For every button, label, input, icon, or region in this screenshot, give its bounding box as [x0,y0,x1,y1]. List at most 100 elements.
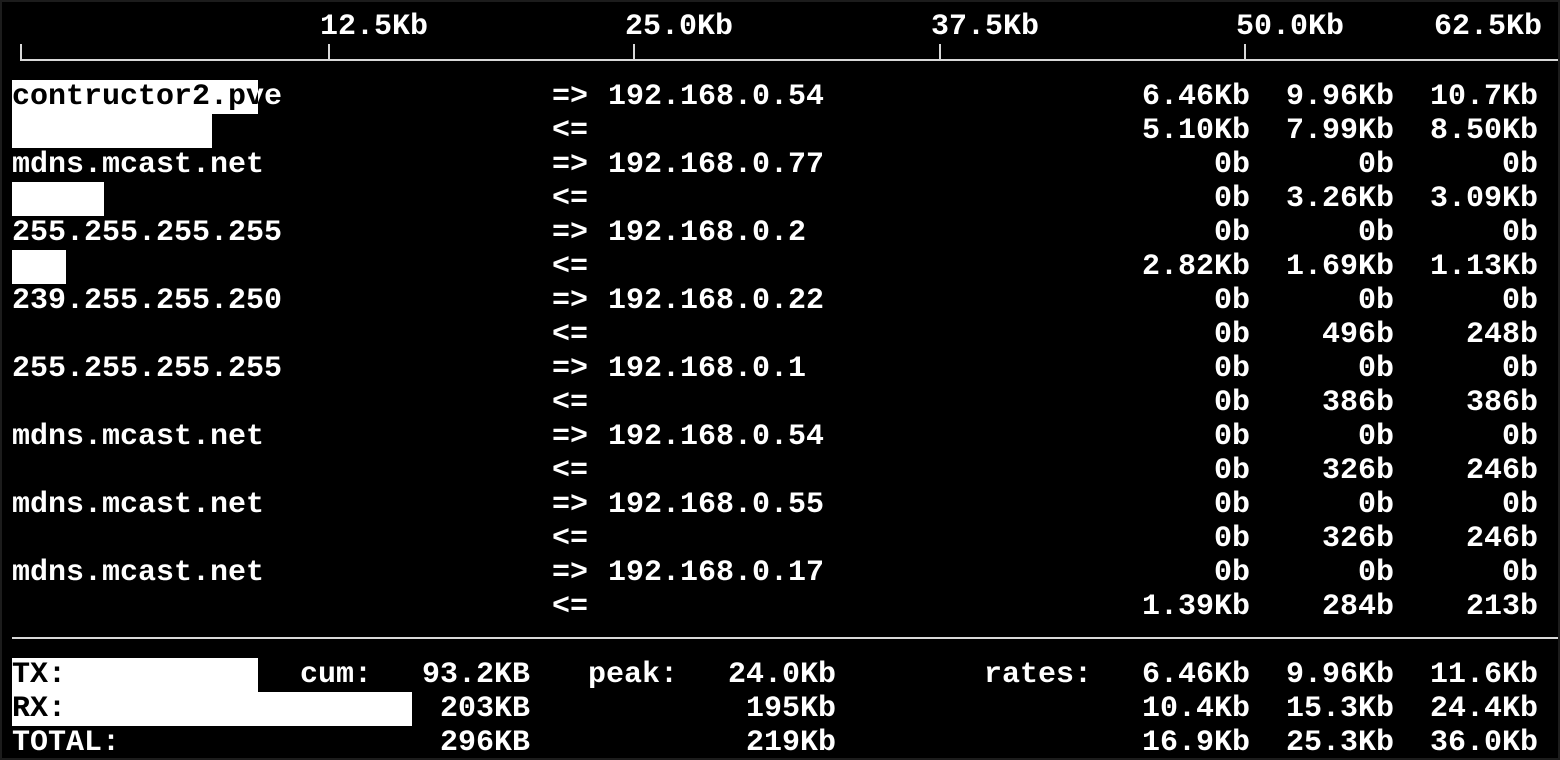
rx-rate: 326b [1321,454,1394,488]
tx-rate: 0b [1501,216,1538,250]
scale-label: 12.5Kb [320,10,429,44]
rx-rate: 0b [1213,182,1250,216]
tx-rate: 0b [1501,556,1538,590]
rx-rate: 2.82Kb [1141,250,1250,284]
flow-host: 255.255.255.255 [12,352,283,386]
rx-rate: 8.50Kb [1429,114,1538,148]
tx-arrow: => [552,80,589,114]
tx-rate: 0b [1213,556,1250,590]
scale-label: 25.0Kb [625,10,734,44]
rx-arrow: <= [552,250,589,284]
scale-tick [939,44,941,60]
rx-rate: 3.26Kb [1285,182,1394,216]
tx-rate: 0b [1213,284,1250,318]
rx-arrow: <= [552,386,589,420]
tx-rate: 0b [1357,352,1394,386]
total-rate: 25.3Kb [1285,726,1394,758]
tx-arrow: => [552,284,589,318]
scale-tick [328,44,330,60]
cum-label: cum: [300,658,373,692]
total-rate: 6.46Kb [1141,658,1250,692]
tx-rate: 0b [1501,352,1538,386]
flow-peer: 192.168.0.54 [608,420,825,454]
total-label: TX: [12,658,67,692]
total-bar [12,692,413,726]
total-rate: 11.6Kb [1429,658,1538,692]
rx-rate: 0b [1213,522,1250,556]
rx-rate: 284b [1321,590,1394,624]
flow-peer: 192.168.0.77 [608,148,825,182]
scale-label: 37.5Kb [931,10,1040,44]
flow-host: 255.255.255.255 [12,216,283,250]
flow-peer: 192.168.0.17 [608,556,825,590]
traffic-bar-tx [12,80,259,114]
scale-tick [633,44,635,60]
flow-peer: 192.168.0.22 [608,284,825,318]
total-cum: 93.2KB [421,658,530,692]
peak-label: peak: [588,658,679,692]
tx-rate: 0b [1501,284,1538,318]
flow-peer: 192.168.0.54 [608,80,825,114]
totals-separator [12,637,1558,639]
traffic-bar-rx [12,250,66,284]
rx-rate: 0b [1213,318,1250,352]
traffic-bar-rx [12,182,105,216]
tx-rate: 0b [1357,148,1394,182]
tx-arrow: => [552,216,589,250]
scale-axis [20,59,1558,61]
tx-arrow: => [552,556,589,590]
rx-arrow: <= [552,590,589,624]
flow-host: mdns.mcast.net [12,148,265,182]
rx-rate: 246b [1465,522,1538,556]
tx-rate: 0b [1357,488,1394,522]
rx-rate: 1.69Kb [1285,250,1394,284]
tx-rate: 0b [1213,148,1250,182]
rx-rate: 1.39Kb [1141,590,1250,624]
total-rate: 24.4Kb [1429,692,1538,726]
flow-host: contructor2.pve [12,80,283,114]
rx-rate: 3.09Kb [1429,182,1538,216]
flow-host: 239.255.255.250 [12,284,283,318]
flow-peer: 192.168.0.55 [608,488,825,522]
tx-rate: 6.46Kb [1141,80,1250,114]
flow-host: mdns.mcast.net [12,420,265,454]
flow-peer: 192.168.0.1 [608,352,807,386]
rx-rate: 0b [1213,454,1250,488]
total-peak: 219Kb [745,726,836,758]
rx-arrow: <= [552,522,589,556]
rx-rate: 326b [1321,522,1394,556]
tx-rate: 0b [1213,352,1250,386]
tx-rate: 0b [1357,420,1394,454]
flow-host: mdns.mcast.net [12,556,265,590]
tx-arrow: => [552,420,589,454]
tx-rate: 0b [1213,488,1250,522]
rx-arrow: <= [552,318,589,352]
total-cum: 296KB [439,726,530,758]
tx-rate: 0b [1357,284,1394,318]
rates-label: rates: [984,658,1093,692]
tx-rate: 0b [1501,420,1538,454]
rx-rate: 5.10Kb [1141,114,1250,148]
rx-rate: 496b [1321,318,1394,352]
flow-host: mdns.mcast.net [12,488,265,522]
rx-arrow: <= [552,114,589,148]
total-rate: 16.9Kb [1141,726,1250,758]
total-rate: 36.0Kb [1429,726,1538,758]
scale-tick-origin [20,44,22,60]
rx-rate: 246b [1465,454,1538,488]
total-cum: 203KB [439,692,530,726]
total-bar [12,658,259,692]
total-rate: 15.3Kb [1285,692,1394,726]
rx-rate: 1.13Kb [1429,250,1538,284]
rx-rate: 248b [1465,318,1538,352]
total-peak: 24.0Kb [727,658,836,692]
rx-rate: 0b [1213,386,1250,420]
rx-rate: 213b [1465,590,1538,624]
total-rate: 10.4Kb [1141,692,1250,726]
rx-arrow: <= [552,182,589,216]
total-rate: 9.96Kb [1285,658,1394,692]
tx-rate: 9.96Kb [1285,80,1394,114]
tx-arrow: => [552,148,589,182]
